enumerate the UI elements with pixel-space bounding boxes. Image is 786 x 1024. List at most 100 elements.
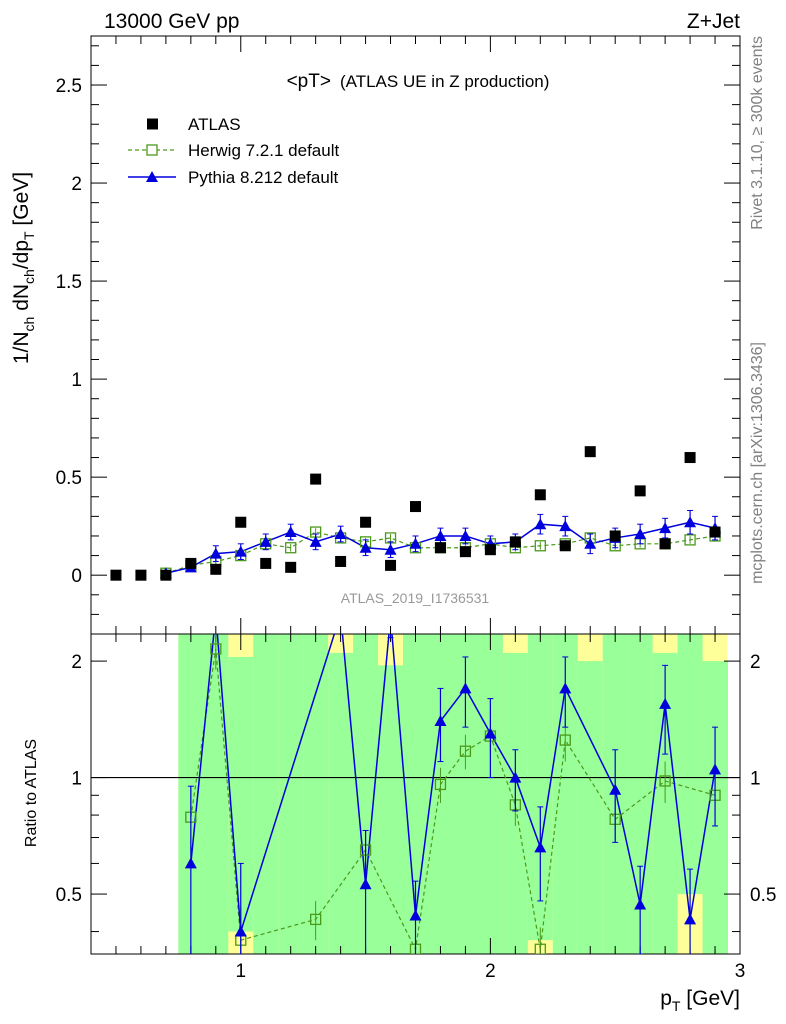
pythia-ratio-point: [409, 909, 422, 921]
y-tick-label-main: 0.5: [56, 468, 82, 489]
pythia-point: [434, 529, 447, 541]
green-band-bin: [577, 661, 604, 954]
pythia-point: [684, 516, 697, 528]
pythia-ratio-point: [359, 878, 372, 890]
atlas-point: [310, 473, 322, 485]
pythia-point: [534, 518, 547, 530]
green-band-bin: [303, 634, 329, 954]
atlas-point: [360, 516, 372, 528]
atlas-point: [684, 452, 696, 464]
atlas-point: [634, 485, 646, 497]
green-band-bin: [203, 634, 229, 954]
atlas-point: [160, 569, 172, 581]
pythia-point: [584, 537, 597, 549]
atlas-point: [559, 540, 571, 552]
legend-pythia-marker: [146, 171, 158, 182]
atlas-point: [584, 446, 596, 458]
herwig-ratio-point: [434, 778, 447, 791]
pythia-ratio-point: [184, 857, 197, 869]
y-tick-label-ratio-left: 1: [71, 769, 82, 790]
ylabel-end: [GeV]: [10, 172, 33, 232]
legend-label: ATLAS: [188, 115, 241, 134]
atlas-point: [135, 569, 147, 581]
y-tick-label-main: 1.5: [56, 272, 82, 293]
ylabel-base: 1/N: [10, 331, 33, 364]
x-tick-label: 3: [735, 961, 746, 982]
x-tick-label: 2: [485, 961, 496, 982]
x-axis-label: pT [GeV]: [660, 987, 740, 1014]
pythia-ratio-point: [659, 697, 672, 709]
green-band-bin: [477, 634, 504, 954]
y-tick-label-ratio-left: 2: [71, 652, 82, 673]
y-tick-label-ratio-right: 1: [750, 769, 761, 790]
atlas-point: [534, 489, 546, 501]
atlas-point: [659, 538, 671, 550]
pythia-ratio-point: [534, 841, 547, 853]
pythia-point: [459, 529, 472, 541]
pythia-ratio-point: [709, 763, 722, 775]
pythia-ratio-point: [385, 611, 397, 622]
plot-title: <pT> (ATLAS UE in Z production): [287, 71, 550, 92]
y-tick-label-ratio-left: 0.5: [56, 885, 82, 906]
legend-label: Pythia 8.212 default: [188, 168, 339, 187]
atlas-point: [385, 559, 397, 571]
atlas-point: [434, 542, 446, 554]
legend-label: Herwig 7.2.1 default: [188, 141, 339, 160]
green-band-bin: [253, 634, 279, 954]
plot-title-sub: (ATLAS UE in Z production): [340, 72, 549, 91]
pythia-ratio-point: [434, 715, 447, 727]
pythia-point: [384, 543, 397, 555]
green-band-bin: [677, 634, 704, 895]
ylabel-tail: /dp: [10, 240, 33, 269]
ratio-panel-data: [184, 611, 722, 954]
y-tick-label-main: 2.5: [56, 76, 82, 97]
watermark: ATLAS_2019_I1736531: [341, 590, 490, 606]
y-tick-label-main: 2: [71, 174, 82, 195]
ylabel-sub1: ch: [21, 317, 37, 332]
ylabel-mid: dN: [10, 284, 33, 317]
top-panel-data: [110, 446, 722, 581]
pythia-point: [284, 526, 297, 538]
pythia-ratio-line: [190, 634, 716, 932]
pythia-point: [559, 520, 572, 532]
herwig-ratio-point: [534, 943, 546, 954]
rivet-label: Rivet 3.1.10, ≥ 300k events: [749, 36, 766, 230]
x-tick-label: 1: [235, 961, 246, 982]
atlas-point: [484, 544, 496, 556]
pythia-point: [309, 535, 322, 547]
bottom-ylabel: Ratio to ATLAS: [23, 739, 40, 847]
pythia-ratio-point: [559, 682, 572, 694]
header-right: Z+Jet: [687, 10, 740, 33]
plot-title-main: <pT>: [287, 71, 331, 92]
atlas-point: [185, 557, 197, 569]
herwig-ratio-point: [559, 734, 571, 746]
green-band-bin: [278, 634, 304, 954]
atlas-point: [509, 536, 521, 548]
pythia-ratio-point: [609, 783, 622, 795]
pythia-ratio-point: [509, 771, 522, 783]
green-band-bin: [328, 652, 354, 954]
pythia-point: [234, 545, 247, 557]
xlabel-base: p: [660, 987, 672, 1010]
atlas-point: [285, 561, 297, 573]
pythia-ratio-point: [459, 682, 472, 694]
pythia-ratio-point: [634, 898, 647, 910]
pythia-point: [409, 537, 422, 549]
legend-atlas-marker: [147, 118, 158, 130]
herwig-point: [534, 540, 546, 552]
xlabel-unit: [GeV]: [680, 987, 740, 1010]
ratio-bands: [178, 634, 729, 954]
pythia-point: [659, 522, 672, 534]
atlas-point: [335, 555, 347, 567]
herwig-ratio-point: [210, 643, 222, 655]
atlas-point: [210, 563, 222, 575]
atlas-point: [110, 569, 122, 581]
pythia-ratio-point: [234, 925, 247, 937]
xlabel-sub: T: [672, 998, 681, 1014]
y-tick-label-ratio-right: 2: [750, 652, 761, 673]
pythia-point: [634, 528, 647, 540]
herwig-point: [684, 534, 696, 546]
atlas-point: [235, 516, 247, 528]
y-tick-label-main: 0: [71, 566, 82, 587]
